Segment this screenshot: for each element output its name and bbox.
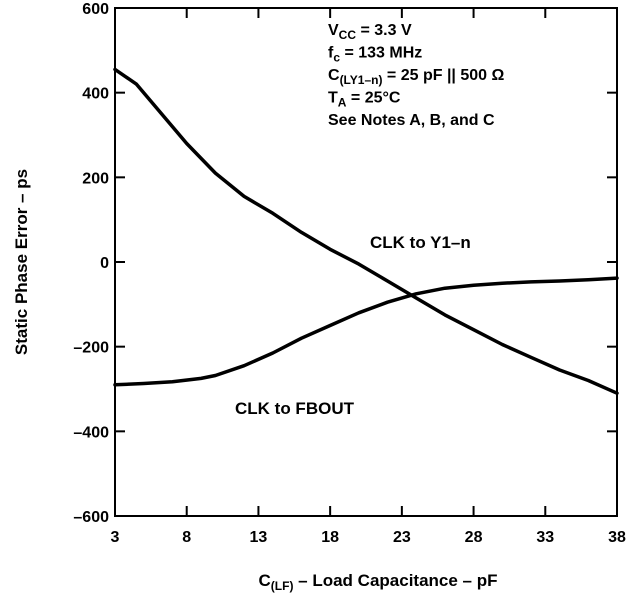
y-axis-ticks: 600 400 200 0 –200 –400 –600 <box>73 1 617 526</box>
series-line-clk-to-fbout <box>113 276 619 387</box>
curve-label-clk-to-fbout: CLK to FBOUT <box>235 399 355 418</box>
y-tick-label: 600 <box>82 1 109 18</box>
y-tick-label: 200 <box>82 170 109 187</box>
y-tick-label: –600 <box>73 509 109 526</box>
series-layer <box>113 67 619 395</box>
x-tick-label: 23 <box>393 529 411 546</box>
condition-line: See Notes A, B, and C <box>328 112 495 129</box>
condition-line: TA = 25°C <box>328 90 401 110</box>
y-tick-label: –200 <box>73 340 109 357</box>
y-tick-label: –400 <box>73 424 109 441</box>
condition-line: C(LY1–n) = 25 pF || 500 Ω <box>328 67 504 87</box>
y-axis-title: Static Phase Error – ps <box>12 169 31 355</box>
x-tick-label: 28 <box>465 529 483 546</box>
y-tick-label: 400 <box>82 86 109 103</box>
series-line-clk-to-y1n <box>113 67 619 395</box>
curve-label-clk-to-y1n: CLK to Y1–n <box>370 233 471 252</box>
x-tick-label: 8 <box>182 529 191 546</box>
condition-line: VCC = 3.3 V <box>328 22 412 42</box>
y-tick-label: 0 <box>100 255 109 272</box>
x-tick-label: 3 <box>111 529 120 546</box>
condition-line: fc = 133 MHz <box>328 45 422 65</box>
x-tick-label: 13 <box>250 529 268 546</box>
x-tick-label: 33 <box>536 529 554 546</box>
x-axis-title: C(LF) – Load Capacitance – pF <box>259 571 498 593</box>
x-tick-label: 38 <box>608 529 626 546</box>
x-axis-ticks: 3 8 13 18 23 28 33 38 <box>111 8 626 546</box>
x-tick-label: 18 <box>321 529 339 546</box>
